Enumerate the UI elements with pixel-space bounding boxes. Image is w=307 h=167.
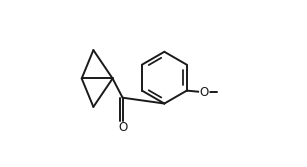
Text: O: O bbox=[200, 86, 209, 99]
Text: O: O bbox=[118, 121, 127, 134]
